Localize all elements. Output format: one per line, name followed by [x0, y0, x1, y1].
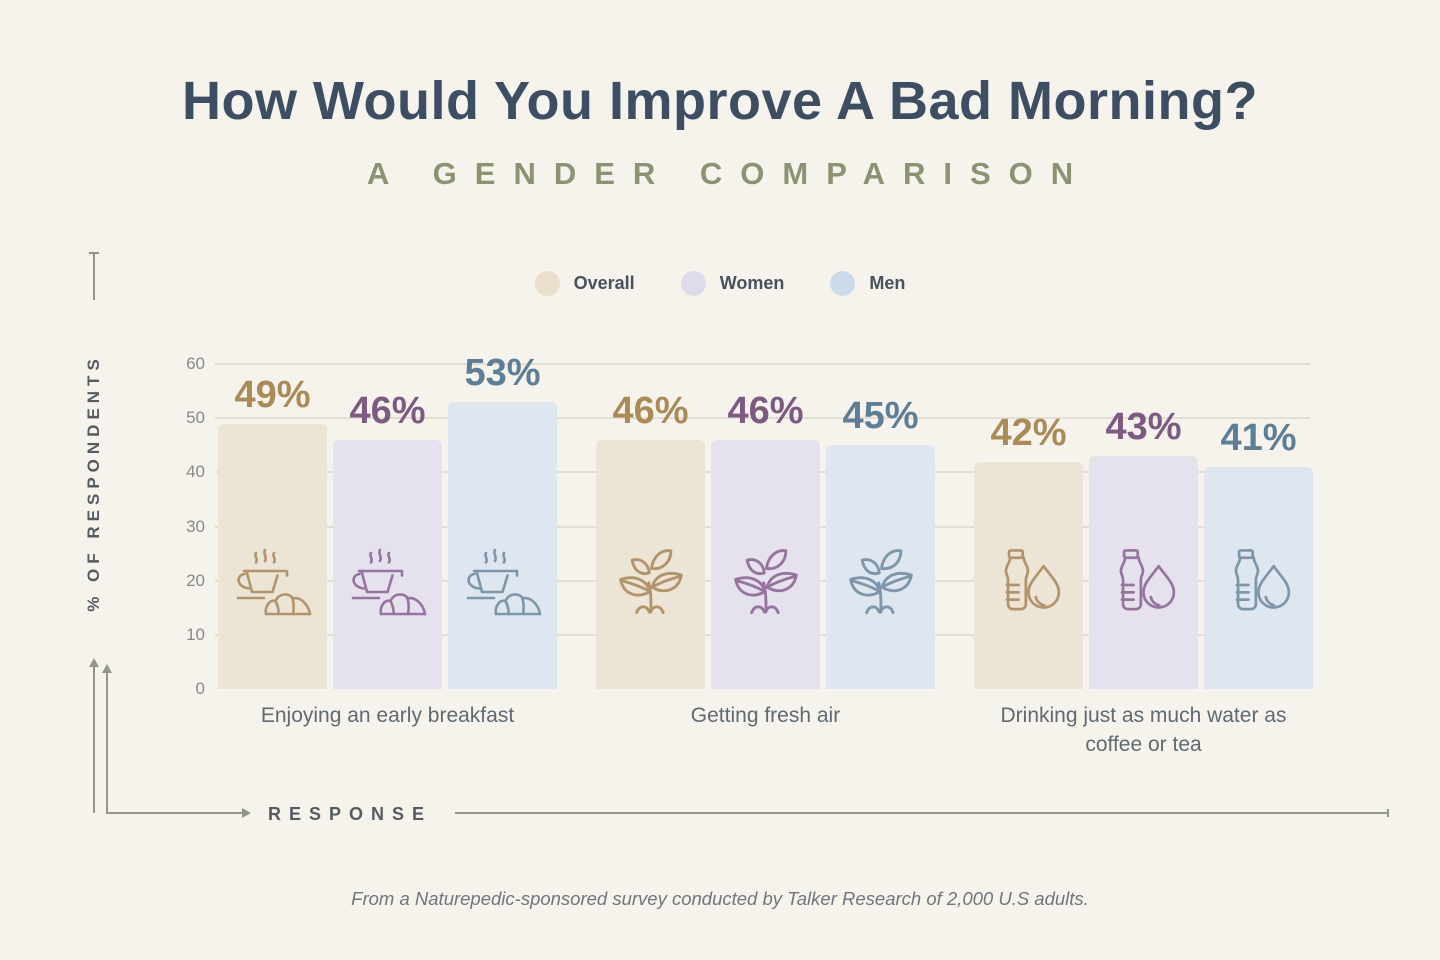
- legend: Overall Women Men: [0, 271, 1440, 296]
- bar-value-label: 42%: [990, 411, 1067, 454]
- bar-women-category-2: 46%: [711, 390, 820, 689]
- category-label-1: Enjoying an early breakfast: [218, 701, 557, 730]
- category-label-text: Enjoying an early breakfast: [260, 704, 515, 727]
- y-axis-arrow-icon: [89, 658, 99, 667]
- y-axis-line-top: [93, 254, 95, 300]
- legend-item-men: Men: [830, 271, 905, 296]
- bar-overall-category-3: 42%: [974, 412, 1083, 689]
- coffee-and-croissant-icon: [344, 543, 432, 627]
- legend-swatch-icon: [680, 271, 706, 296]
- bar-value-label: 46%: [349, 389, 426, 432]
- category-label-2: Getting fresh air: [596, 701, 935, 730]
- x-axis-corner-vertical-line: [106, 672, 108, 814]
- y-axis-label: % OF RESPONDENTS: [84, 354, 103, 612]
- y-axis-line-top-cap: [89, 252, 99, 254]
- category-label-3: Drinking just as much water as coffee or…: [974, 701, 1313, 760]
- x-axis-label: RESPONSE: [268, 804, 433, 824]
- bar-men-category-2: 45%: [826, 395, 935, 689]
- y-tick-label-10: 10: [186, 624, 205, 644]
- plant-sprout-icon: [722, 543, 810, 627]
- bar-value-label: 53%: [464, 351, 541, 394]
- bar-overall-category-2: 46%: [596, 390, 705, 689]
- legend-item-overall: Overall: [534, 271, 635, 296]
- bar-men-category-3: 41%: [1204, 417, 1313, 689]
- x-axis-corner-horizontal-line: [106, 812, 242, 814]
- bar-men-category-1: 53%: [448, 352, 557, 689]
- x-axis-arrow-icon: [242, 808, 251, 818]
- bar-value-label: 49%: [234, 373, 311, 416]
- gridline-60: [215, 363, 1310, 365]
- bar-value-label: 43%: [1105, 406, 1182, 449]
- category-label-text: Getting fresh air: [690, 704, 841, 727]
- bar-women-category-1: 46%: [333, 390, 442, 689]
- bar-value-label: 41%: [1220, 416, 1297, 459]
- legend-label: Men: [869, 273, 906, 293]
- water-bottle-and-drop-icon: [1215, 543, 1303, 627]
- page-subtitle: A GENDER COMPARISON: [366, 156, 1092, 191]
- category-label-text: Drinking just as much water as coffee or…: [1000, 704, 1287, 757]
- y-tick-label-20: 20: [186, 570, 205, 590]
- legend-label: Overall: [573, 273, 635, 293]
- x-axis-line-end-cap: [1387, 809, 1389, 817]
- coffee-and-croissant-icon: [459, 543, 547, 627]
- y-tick-label-50: 50: [186, 408, 205, 428]
- legend-item-women: Women: [680, 271, 785, 296]
- legend-swatch-icon: [534, 271, 560, 296]
- water-bottle-and-drop-icon: [1100, 543, 1188, 627]
- gridline-50: [215, 417, 1310, 420]
- source-note: From a Naturepedic-sponsored survey cond…: [351, 888, 1089, 909]
- bar-value-label: 45%: [842, 395, 919, 438]
- bar-overall-category-1: 49%: [218, 374, 327, 689]
- y-tick-label-0: 0: [195, 679, 205, 698]
- page-title: How Would You Improve A Bad Morning?: [182, 71, 1258, 131]
- x-axis-corner-arrow-icon: [102, 664, 112, 673]
- y-tick-label-60: 60: [186, 354, 205, 373]
- bar-value-label: 46%: [612, 389, 689, 432]
- x-axis-line: [455, 812, 1388, 814]
- legend-label: Women: [719, 273, 785, 293]
- y-tick-label-30: 30: [186, 516, 205, 536]
- bar-value-label: 46%: [727, 389, 804, 432]
- legend-swatch-icon: [830, 271, 856, 296]
- bar-women-category-3: 43%: [1089, 406, 1198, 689]
- coffee-and-croissant-icon: [229, 543, 317, 627]
- y-axis-line-bottom: [93, 666, 95, 813]
- y-tick-label-40: 40: [186, 462, 205, 482]
- plant-sprout-icon: [837, 543, 925, 627]
- water-bottle-and-drop-icon: [985, 543, 1073, 627]
- plant-sprout-icon: [607, 543, 695, 627]
